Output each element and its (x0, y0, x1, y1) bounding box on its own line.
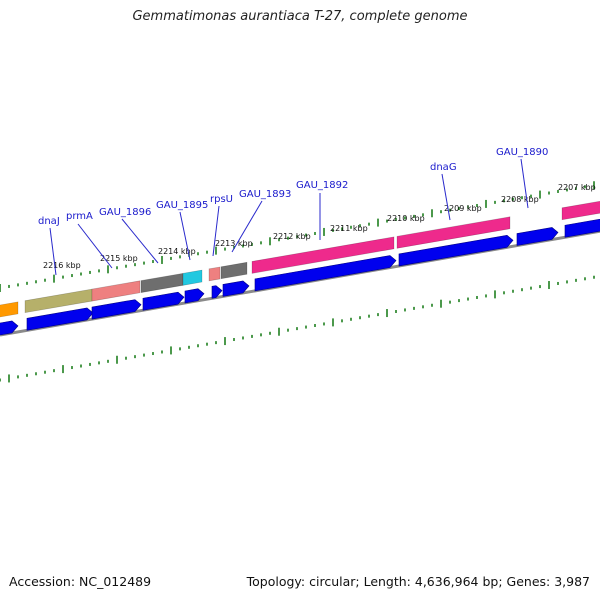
gene-label: dnaJ (38, 216, 60, 227)
cds-arrow (516, 227, 559, 246)
scale-label: 2211 kbp (330, 224, 368, 233)
gene-label: GAU_1895 (156, 200, 208, 211)
cds-arrow (211, 285, 223, 299)
feature-gray (220, 261, 248, 280)
scale-label: 2213 kbp (215, 239, 253, 248)
accession-text: Accession: NC_012489 (9, 574, 152, 589)
gene-label: GAU_1890 (496, 147, 548, 158)
gene-leader-line (179, 211, 191, 261)
gene-label: dnaG (430, 162, 457, 173)
feature-cyan (182, 269, 203, 286)
feature-salmon (208, 266, 221, 282)
feature-pink (561, 200, 600, 221)
gene-label: GAU_1892 (296, 180, 348, 191)
feature-orange (0, 301, 19, 318)
genome-summary-text: Topology: circular; Length: 4,636,964 bp… (246, 574, 590, 589)
scale-label: 2215 kbp (100, 254, 138, 263)
scale-label: 2209 kbp (444, 204, 482, 213)
scale-label: 2210 kbp (387, 214, 425, 223)
feature-pink (251, 236, 395, 274)
scale-label: 2214 kbp (158, 247, 196, 256)
cds-arrow (184, 288, 205, 304)
cds-arrow (26, 307, 94, 331)
gene-label: GAU_1893 (239, 189, 291, 200)
gene-leader-line (231, 200, 263, 253)
scale-label: 2208 kbp (501, 195, 539, 204)
cds-arrow (564, 218, 600, 238)
cds-arrow (142, 291, 185, 311)
scale-label: 2212 kbp (273, 232, 311, 241)
gene-leader-line (49, 227, 57, 276)
cds-arrow (91, 299, 142, 320)
gene-leader-line (77, 223, 113, 269)
gene-leader-line (441, 173, 451, 221)
cds-arrow (222, 280, 250, 297)
gene-leader-line (520, 158, 529, 209)
gene-label: GAU_1896 (99, 207, 151, 218)
map-title: Gemmatimonas aurantiaca T-27, complete g… (132, 9, 468, 24)
feature-salmon (91, 280, 141, 302)
gene-leader-line (212, 205, 220, 257)
feature-gray (140, 272, 184, 293)
cds-arrow (398, 234, 514, 267)
gene-leader-line (121, 218, 159, 264)
gene-label: prmA (66, 211, 93, 222)
cds-arrow (254, 255, 397, 292)
scale-label: 2216 kbp (43, 261, 81, 270)
cds-arrow (0, 320, 19, 336)
scale-label: 2207 kbp (558, 183, 596, 192)
gene-label: rpsU (210, 194, 233, 205)
feature-pink (396, 216, 511, 249)
